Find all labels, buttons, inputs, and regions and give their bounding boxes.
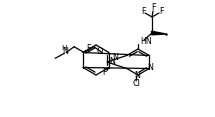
Text: F: F [103, 68, 107, 77]
Text: H: H [61, 46, 67, 51]
Text: F: F [141, 7, 145, 15]
Text: N: N [109, 57, 115, 66]
Text: N: N [147, 63, 153, 72]
Text: N: N [62, 48, 68, 57]
Text: N: N [134, 71, 140, 80]
Text: F: F [159, 7, 163, 16]
Text: HN: HN [140, 37, 152, 46]
Text: O: O [97, 47, 103, 56]
Text: F: F [151, 4, 155, 13]
Text: Cl: Cl [132, 79, 140, 88]
Text: F: F [86, 44, 90, 53]
Polygon shape [152, 31, 166, 35]
Text: N: N [112, 53, 118, 62]
